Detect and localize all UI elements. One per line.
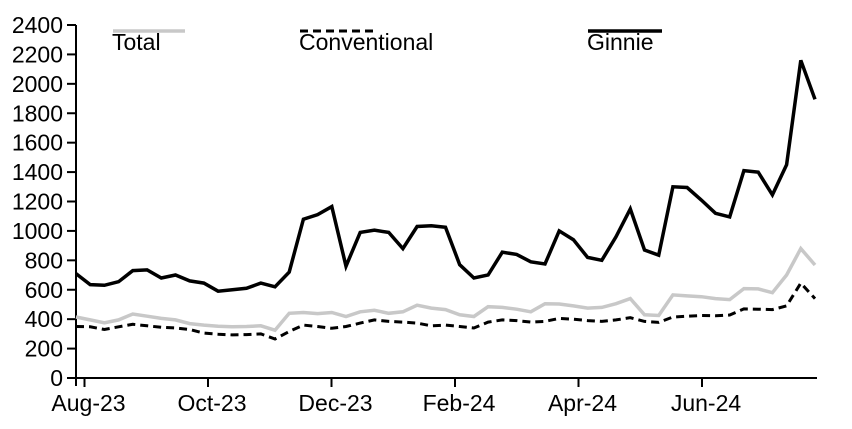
x-axis-tick-label: Jun-24 [671, 390, 742, 416]
x-axis-tick-label: Aug-23 [51, 390, 125, 416]
y-axis-tick-label: 600 [25, 277, 63, 303]
y-axis-tick-label: 400 [25, 306, 63, 332]
y-axis-tick-label: 1400 [12, 159, 63, 185]
series-line-conventional [75, 280, 817, 341]
y-axis-tick-label: 2000 [12, 71, 63, 97]
x-axis-tick-label: Oct-23 [177, 390, 246, 416]
x-axis-tick-label: Feb-24 [423, 390, 496, 416]
series-line-ginnie [74, 59, 817, 293]
y-axis-tick-label: 2400 [12, 12, 63, 38]
y-axis-tick-label: 1200 [12, 189, 63, 215]
y-axis-tick-label: 2200 [12, 41, 63, 67]
series-line-total [75, 245, 817, 333]
x-axis-tick-label: Dec-23 [298, 390, 372, 416]
y-axis-tick-label: 1600 [12, 130, 63, 156]
y-axis-tick-label: 1800 [12, 100, 63, 126]
x-axis-tick-label: Apr-24 [548, 390, 617, 416]
y-axis-tick-label: 800 [25, 247, 63, 273]
y-axis-tick-label: 0 [50, 365, 63, 391]
y-axis-tick-label: 200 [25, 336, 63, 362]
y-axis-tick-label: 1000 [12, 218, 63, 244]
